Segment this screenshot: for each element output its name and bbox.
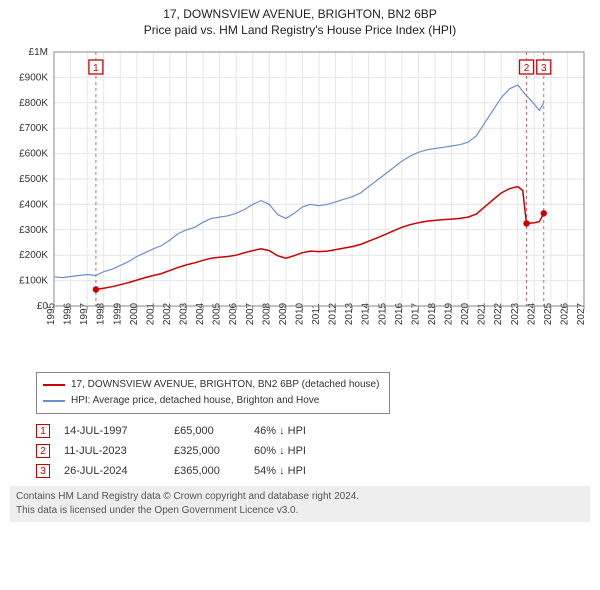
down-arrow-icon: ↓ bbox=[279, 425, 285, 437]
price-chart-svg: £0£100K£200K£300K£400K£500K£600K£700K£80… bbox=[10, 44, 590, 364]
event-delta-pct: 46% bbox=[254, 425, 276, 437]
event-row: 2 11-JUL-2023 £325,000 60% ↓ HPI bbox=[36, 444, 590, 458]
down-arrow-icon: ↓ bbox=[279, 465, 285, 477]
svg-text:3: 3 bbox=[541, 63, 547, 74]
legend-swatch-hpi bbox=[43, 400, 65, 402]
chart-title-block: 17, DOWNSVIEW AVENUE, BRIGHTON, BN2 6BP … bbox=[0, 0, 600, 38]
svg-text:£1M: £1M bbox=[29, 47, 48, 58]
licence-line-1: Contains HM Land Registry data © Crown c… bbox=[16, 490, 584, 504]
svg-text:£600K: £600K bbox=[19, 149, 48, 160]
event-delta-pct: 60% bbox=[254, 445, 276, 457]
event-delta-pct: 54% bbox=[254, 465, 276, 477]
svg-text:£700K: £700K bbox=[19, 124, 48, 135]
chart-title-address: 17, DOWNSVIEW AVENUE, BRIGHTON, BN2 6BP bbox=[0, 6, 600, 22]
svg-text:£300K: £300K bbox=[19, 225, 48, 236]
svg-text:2: 2 bbox=[524, 63, 530, 74]
event-marker-1: 1 bbox=[36, 424, 50, 438]
event-marker-2: 2 bbox=[36, 444, 50, 458]
event-delta: 46% ↓ HPI bbox=[254, 425, 306, 437]
svg-text:£500K: £500K bbox=[19, 174, 48, 185]
svg-text:£100K: £100K bbox=[19, 276, 48, 287]
event-delta-suffix: HPI bbox=[288, 465, 306, 477]
legend: 17, DOWNSVIEW AVENUE, BRIGHTON, BN2 6BP … bbox=[36, 372, 390, 414]
chart-title-subtitle: Price paid vs. HM Land Registry's House … bbox=[0, 22, 600, 38]
event-date: 11-JUL-2023 bbox=[64, 445, 174, 457]
event-row: 3 26-JUL-2024 £365,000 54% ↓ HPI bbox=[36, 464, 590, 478]
event-delta-suffix: HPI bbox=[288, 445, 306, 457]
svg-text:£400K: £400K bbox=[19, 200, 48, 211]
svg-text:£200K: £200K bbox=[19, 251, 48, 262]
event-marker-3: 3 bbox=[36, 464, 50, 478]
event-delta-suffix: HPI bbox=[288, 425, 306, 437]
event-date: 14-JUL-1997 bbox=[64, 425, 174, 437]
legend-item-price-paid: 17, DOWNSVIEW AVENUE, BRIGHTON, BN2 6BP … bbox=[43, 377, 383, 393]
event-delta: 60% ↓ HPI bbox=[254, 445, 306, 457]
licence-footer: Contains HM Land Registry data © Crown c… bbox=[10, 486, 590, 522]
event-price: £365,000 bbox=[174, 465, 254, 477]
event-date: 26-JUL-2024 bbox=[64, 465, 174, 477]
legend-label-price-paid: 17, DOWNSVIEW AVENUE, BRIGHTON, BN2 6BP … bbox=[71, 377, 379, 393]
event-price: £325,000 bbox=[174, 445, 254, 457]
event-price: £65,000 bbox=[174, 425, 254, 437]
svg-text:£900K: £900K bbox=[19, 73, 48, 84]
licence-line-2: This data is licensed under the Open Gov… bbox=[16, 504, 584, 518]
down-arrow-icon: ↓ bbox=[279, 445, 285, 457]
event-delta: 54% ↓ HPI bbox=[254, 465, 306, 477]
event-row: 1 14-JUL-1997 £65,000 46% ↓ HPI bbox=[36, 424, 590, 438]
legend-item-hpi: HPI: Average price, detached house, Brig… bbox=[43, 393, 383, 409]
price-chart: £0£100K£200K£300K£400K£500K£600K£700K£80… bbox=[10, 44, 590, 364]
event-list: 1 14-JUL-1997 £65,000 46% ↓ HPI 2 11-JUL… bbox=[36, 424, 590, 478]
svg-text:1: 1 bbox=[93, 63, 99, 74]
svg-text:£800K: £800K bbox=[19, 98, 48, 109]
legend-label-hpi: HPI: Average price, detached house, Brig… bbox=[71, 393, 319, 409]
legend-swatch-price-paid bbox=[43, 384, 65, 386]
